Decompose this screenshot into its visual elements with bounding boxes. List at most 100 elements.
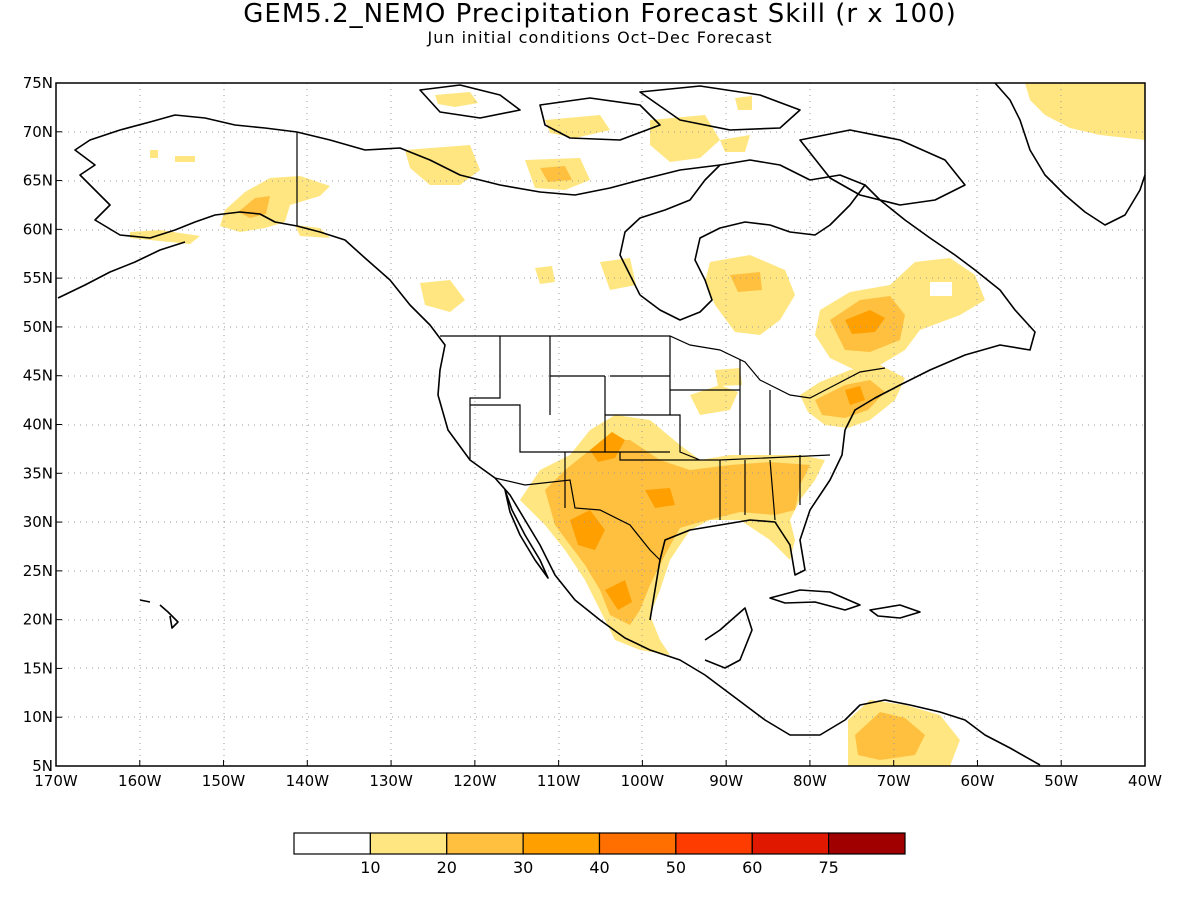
coast-arctic-island2 xyxy=(539,97,661,141)
colorbar-swatch xyxy=(675,832,753,855)
lat-tick-label: 50N xyxy=(23,318,53,336)
colorbar-swatch xyxy=(522,832,601,855)
lon-tick-label: 150W xyxy=(202,772,246,790)
shade-aleutian xyxy=(130,230,200,244)
coast-hudson xyxy=(619,159,866,296)
lat-tick-label: 5N xyxy=(32,757,53,775)
lat-tick-label: 25N xyxy=(23,562,53,580)
lon-tick-label: 110W xyxy=(537,772,581,790)
coast-cuba xyxy=(769,589,861,611)
latitude-ticks: 5N 10N 15N 20N 25N 30N 35N 40N 45N 50N 55N 60N 65N 70… xyxy=(23,74,62,775)
border-us-canada xyxy=(440,335,886,399)
lon-tick-label: 70W xyxy=(877,772,911,790)
colorbar-swatch xyxy=(446,832,524,855)
lon-tick-label: 100W xyxy=(621,772,665,790)
lon-tick-label: 40W xyxy=(1128,772,1162,790)
coast-arctic-island3 xyxy=(639,85,801,131)
lat-tick-label: 20N xyxy=(23,611,53,629)
shade-plains-40a xyxy=(590,432,625,462)
shade-arctic-6b xyxy=(540,166,572,182)
lat-tick-label: 30N xyxy=(23,513,53,531)
coast-east xyxy=(639,184,1036,431)
lon-tick-label: 90W xyxy=(709,772,743,790)
lon-tick-label: 50W xyxy=(1044,772,1078,790)
lat-tick-label: 40N xyxy=(23,416,53,434)
shade-can-3 xyxy=(600,258,636,290)
lon-tick-label: 60W xyxy=(961,772,995,790)
shade-sa-30 xyxy=(855,712,925,760)
shade-can-1 xyxy=(420,280,465,312)
lon-tick-label: 80W xyxy=(793,772,827,790)
colorbar: 10 20 30 40 50 60 75 xyxy=(293,832,906,877)
shade-arctic-4 xyxy=(720,135,750,152)
borders xyxy=(296,132,886,561)
shade-greenland-10 xyxy=(1025,83,1145,140)
lat-tick-label: 15N xyxy=(23,659,53,677)
shade-plains-40b xyxy=(570,510,605,550)
colorbar-label: 50 xyxy=(666,858,686,877)
page-title: GEM5.2_NEMO Precipitation Forecast Skill… xyxy=(243,0,957,29)
shade-arctic-3 xyxy=(650,115,720,162)
shade-plains-30 xyxy=(545,440,810,625)
colorbar-label: 40 xyxy=(589,858,609,877)
lat-tick-label: 10N xyxy=(23,708,53,726)
colorbar-label: 10 xyxy=(360,858,380,877)
border-us-mexico xyxy=(494,477,661,561)
shade-arctic-2 xyxy=(545,115,610,138)
lon-tick-label: 120W xyxy=(453,772,497,790)
shade-hudson-30 xyxy=(730,272,762,292)
coast-baja xyxy=(504,489,549,579)
colorbar-swatch xyxy=(751,832,830,855)
colorbar-label: 60 xyxy=(742,858,762,877)
lat-tick-label: 65N xyxy=(23,172,53,190)
coast-hispaniola xyxy=(869,604,921,619)
shade-quebec-hole xyxy=(930,282,952,296)
colorbar-swatch xyxy=(369,832,448,855)
shade-hudson xyxy=(705,255,795,335)
lat-tick-label: 45N xyxy=(23,367,53,385)
border-states xyxy=(469,336,831,521)
coast-arctic-island1 xyxy=(419,84,521,119)
shade-alaska-n2 xyxy=(175,156,195,162)
colorbar-swatch xyxy=(598,832,677,855)
coastlines xyxy=(57,83,1145,766)
lat-tick-label: 35N xyxy=(23,464,53,482)
shade-arctic-7 xyxy=(735,96,752,110)
longitude-ticks: 170W 160W 150W 140W 130W 120W 110W 100W 90W 80W 70… xyxy=(34,760,1162,790)
lon-tick-label: 170W xyxy=(34,772,78,790)
coast-greenland xyxy=(994,83,1145,226)
lat-tick-label: 70N xyxy=(23,123,53,141)
page-subtitle: Jun initial conditions Oct–Dec Forecast xyxy=(427,28,773,47)
map-frame xyxy=(55,82,1146,767)
coast-hawaii xyxy=(139,599,179,629)
lon-tick-label: 140W xyxy=(286,772,330,790)
coast-pacific xyxy=(296,225,846,736)
lat-tick-label: 60N xyxy=(23,220,53,238)
coast-arctic xyxy=(296,131,721,196)
coast-sa xyxy=(844,699,1041,766)
shade-alaska-s xyxy=(220,176,330,232)
shade-plains-40c xyxy=(605,580,632,610)
colorbar-label: 20 xyxy=(437,858,457,877)
shade-quebec-40 xyxy=(845,310,885,334)
shade-neus-40 xyxy=(845,386,865,405)
coast-gulf xyxy=(649,429,846,621)
shade-arctic-1 xyxy=(435,92,478,107)
skill-shading xyxy=(130,83,1145,766)
coast-yucatan xyxy=(704,607,753,669)
shade-can-2 xyxy=(535,266,555,284)
shade-alaska-n xyxy=(150,150,158,158)
lat-tick-label: 55N xyxy=(23,269,53,287)
lon-tick-label: 160W xyxy=(118,772,162,790)
colorbar-swatch xyxy=(828,832,906,855)
coast-aleutians xyxy=(57,241,186,299)
coast-baffin xyxy=(799,129,966,206)
coast-alaska xyxy=(74,114,298,239)
colorbar-swatch xyxy=(293,832,371,855)
shade-gl2 xyxy=(715,368,742,386)
colorbar-label: 30 xyxy=(513,858,533,877)
colorbar-label: 75 xyxy=(818,858,838,877)
lat-tick-label: 75N xyxy=(23,74,53,92)
shade-plains-40d xyxy=(645,488,675,508)
